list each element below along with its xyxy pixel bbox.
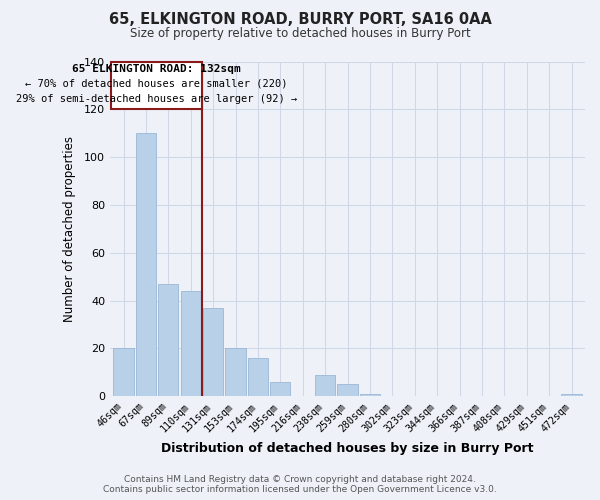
Text: 29% of semi-detached houses are larger (92) →: 29% of semi-detached houses are larger (… [16, 94, 297, 104]
Bar [181, 291, 201, 397]
Bar [360, 394, 380, 396]
Text: Size of property relative to detached houses in Burry Port: Size of property relative to detached ho… [130, 28, 470, 40]
Y-axis label: Number of detached properties: Number of detached properties [63, 136, 76, 322]
Bar [248, 358, 268, 397]
Text: 65, ELKINGTON ROAD, BURRY PORT, SA16 0AA: 65, ELKINGTON ROAD, BURRY PORT, SA16 0AA [109, 12, 491, 28]
Bar [562, 394, 581, 396]
Text: 65 ELKINGTON ROAD: 132sqm: 65 ELKINGTON ROAD: 132sqm [72, 64, 241, 74]
Bar [270, 382, 290, 396]
Bar [203, 308, 223, 396]
Bar [226, 348, 245, 397]
Bar [136, 133, 156, 396]
X-axis label: Distribution of detached houses by size in Burry Port: Distribution of detached houses by size … [161, 442, 534, 455]
Text: Contains HM Land Registry data © Crown copyright and database right 2024.
Contai: Contains HM Land Registry data © Crown c… [103, 474, 497, 494]
Text: ← 70% of detached houses are smaller (220): ← 70% of detached houses are smaller (22… [25, 78, 288, 88]
Bar [315, 375, 335, 396]
Bar [158, 284, 178, 397]
Bar [113, 348, 134, 397]
FancyBboxPatch shape [111, 62, 202, 110]
Bar [337, 384, 358, 396]
